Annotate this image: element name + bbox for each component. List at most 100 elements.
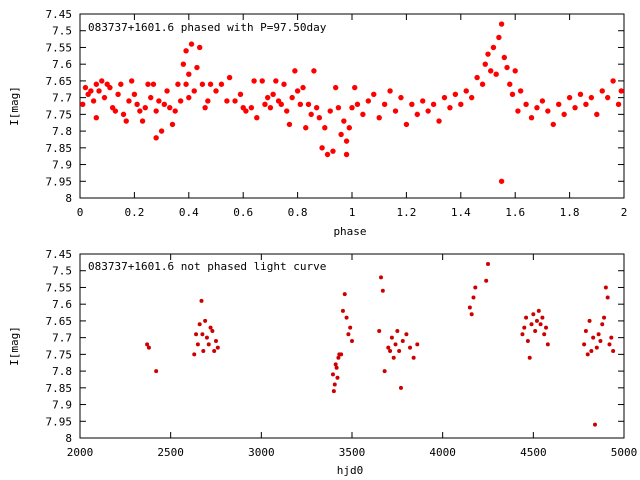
data-point (404, 332, 409, 337)
data-point (134, 101, 140, 108)
data-point (583, 101, 589, 108)
data-point (536, 308, 541, 313)
data-point (485, 51, 491, 57)
data-point (594, 345, 599, 350)
data-point (430, 101, 437, 108)
data-point (348, 325, 353, 330)
data-point (332, 382, 337, 387)
data-point (528, 115, 535, 121)
data-point (112, 108, 119, 114)
data-point (232, 98, 238, 104)
data-point (447, 104, 453, 111)
data-point (400, 338, 405, 343)
x-tick-label: 2500 (157, 446, 184, 459)
data-point (509, 91, 516, 97)
data-point (99, 78, 105, 84)
data-point (523, 101, 529, 108)
y-tick-label: 7.95 (46, 175, 73, 188)
data-point (164, 88, 170, 94)
data-point (349, 104, 355, 111)
data-point (208, 325, 213, 330)
data-point (278, 101, 284, 108)
data-point (335, 104, 342, 111)
x-tick-label: 1.4 (451, 206, 471, 219)
x-tick-label: 2 (621, 206, 628, 219)
y-tick-label: 7.65 (46, 315, 73, 328)
data-point (210, 328, 215, 333)
data-point (338, 131, 344, 138)
data-point (381, 101, 388, 108)
data-point (602, 315, 607, 320)
data-point (262, 101, 268, 108)
y-tick-label: 7.75 (46, 348, 73, 361)
data-point (371, 91, 377, 97)
data-point (393, 342, 398, 347)
data-point (409, 101, 415, 108)
data-point (243, 108, 249, 114)
y-axis-label: I[mag] (8, 86, 21, 126)
data-point (226, 74, 233, 81)
y-tick-label: 7.45 (46, 8, 73, 21)
data-point (420, 98, 426, 104)
data-point (493, 71, 499, 77)
data-point (498, 178, 505, 184)
data-point (496, 34, 502, 41)
data-point (186, 94, 192, 101)
data-point (550, 121, 556, 128)
data-point (201, 349, 206, 354)
data-point (186, 71, 192, 77)
data-point (197, 322, 202, 327)
data-point (512, 68, 518, 74)
x-tick-label: 0.8 (288, 206, 308, 219)
y-tick-label: 7.45 (46, 248, 73, 261)
data-point (303, 125, 309, 131)
data-point (330, 372, 335, 377)
data-point (556, 101, 562, 108)
data-point (93, 115, 100, 121)
y-tick-label: 7.7 (52, 92, 72, 105)
data-point (561, 111, 567, 118)
data-point (153, 108, 159, 114)
data-point (82, 84, 89, 91)
data-point (205, 98, 211, 104)
data-point (398, 385, 403, 390)
data-point (392, 108, 399, 114)
data-point (583, 328, 588, 333)
y-tick-label: 7.95 (46, 415, 73, 428)
data-point (90, 98, 97, 104)
data-point (386, 345, 391, 350)
data-point (139, 118, 146, 124)
data-point (199, 81, 206, 87)
y-tick-label: 7.6 (52, 58, 72, 71)
data-point (588, 94, 595, 101)
data-point (331, 389, 336, 394)
data-point (346, 125, 352, 131)
data-point (599, 88, 605, 94)
data-point (80, 101, 86, 108)
data-point (150, 81, 157, 87)
data-point (486, 262, 490, 267)
data-point (540, 315, 545, 320)
data-point (598, 338, 603, 343)
data-point (264, 94, 271, 101)
data-point (589, 349, 594, 354)
data-point (175, 81, 181, 87)
data-point (479, 81, 486, 87)
data-point (414, 111, 420, 118)
data-point (308, 111, 314, 118)
data-point (490, 44, 497, 51)
data-point (387, 88, 393, 94)
data-point (115, 91, 121, 97)
data-point (128, 78, 135, 84)
data-point (531, 312, 536, 317)
data-point (148, 94, 154, 101)
data-point (533, 328, 538, 333)
data-point (343, 138, 350, 144)
data-point (585, 352, 590, 357)
data-point (206, 342, 211, 347)
y-tick-label: 7.65 (46, 75, 73, 88)
data-point (604, 94, 611, 101)
data-point (379, 275, 384, 280)
data-point (469, 312, 474, 317)
